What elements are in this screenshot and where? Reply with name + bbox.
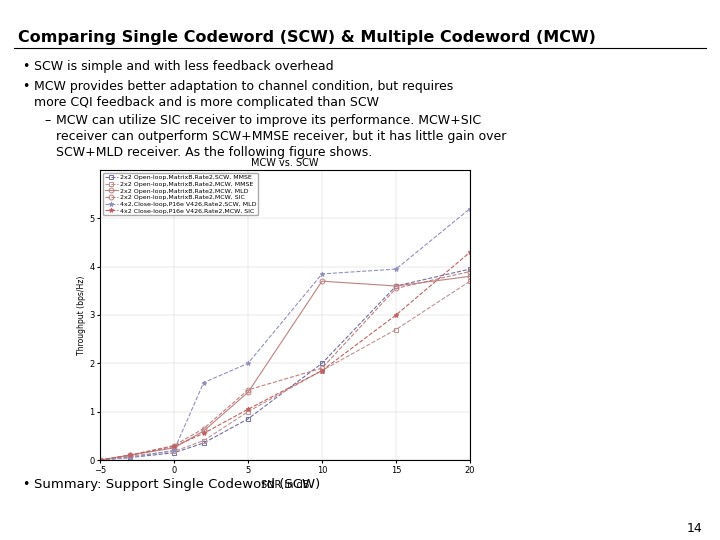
Text: •: • bbox=[22, 80, 30, 93]
Text: more CQI feedback and is more complicated than SCW: more CQI feedback and is more complicate… bbox=[34, 96, 379, 109]
Text: Comparing Single Codeword (SCW) & Multiple Codeword (MCW): Comparing Single Codeword (SCW) & Multip… bbox=[18, 30, 596, 45]
X-axis label: SNR in dB: SNR in dB bbox=[261, 480, 310, 490]
Text: SCW is simple and with less feedback overhead: SCW is simple and with less feedback ove… bbox=[34, 60, 333, 73]
Text: •: • bbox=[22, 478, 30, 491]
Title: MCW vs. SCW: MCW vs. SCW bbox=[251, 158, 319, 168]
Text: MCW can utilize SIC receiver to improve its performance. MCW+SIC: MCW can utilize SIC receiver to improve … bbox=[56, 114, 481, 127]
Y-axis label: Throughput (bps/Hz): Throughput (bps/Hz) bbox=[77, 275, 86, 355]
Text: •: • bbox=[22, 60, 30, 73]
Text: 14: 14 bbox=[686, 522, 702, 535]
Text: MCW provides better adaptation to channel condition, but requires: MCW provides better adaptation to channe… bbox=[34, 80, 454, 93]
Text: Summary: Support Single Codeword (SCW): Summary: Support Single Codeword (SCW) bbox=[34, 478, 320, 491]
Text: –: – bbox=[44, 114, 50, 127]
Legend: 2x2 Open-loop,MatrixB,Rate2,SCW, MMSE, 2x2 Open-loop,MatrixB,Rate2,MCW, MMSE, 2x: 2x2 Open-loop,MatrixB,Rate2,SCW, MMSE, 2… bbox=[103, 173, 258, 215]
Text: receiver can outperform SCW+MMSE receiver, but it has little gain over: receiver can outperform SCW+MMSE receive… bbox=[56, 130, 506, 143]
Text: SCW+MLD receiver. As the following figure shows.: SCW+MLD receiver. As the following figur… bbox=[56, 146, 372, 159]
